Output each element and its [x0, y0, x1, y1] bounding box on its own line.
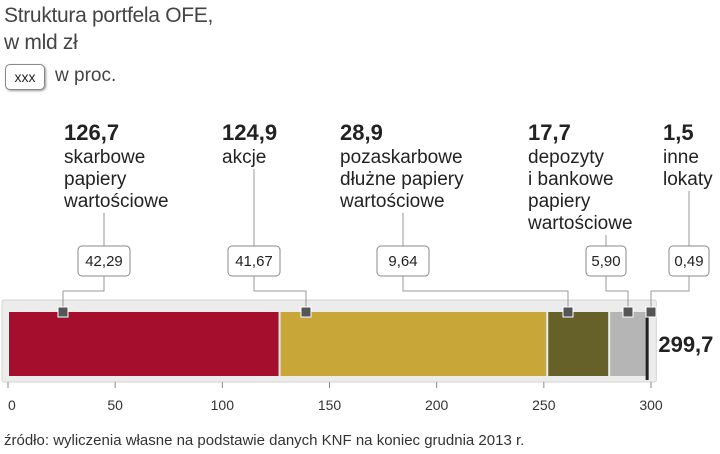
- segment-marker-1: [57, 306, 69, 318]
- segment-label-1-line-2: papiery: [64, 169, 127, 190]
- segment-value-1: 126,7: [64, 120, 119, 145]
- percent-label-4: 5,90: [591, 253, 620, 270]
- segment-marker-4: [622, 306, 634, 318]
- total-value: 299,7: [658, 332, 713, 357]
- bar-segment-5: [645, 308, 649, 380]
- x-tick-label-50: 50: [107, 397, 123, 413]
- chart-title-line-1: Struktura portfela OFE,: [4, 4, 214, 27]
- leader-bottom-5: [650, 276, 690, 312]
- leader-bottom-1: [62, 276, 105, 312]
- segment-marker-2: [300, 306, 312, 318]
- legend-percent-box: xxx: [5, 64, 45, 90]
- percent-box-1: [77, 245, 131, 277]
- percent-label-2: 41,67: [235, 253, 273, 270]
- chart-title-line-2: w mld zł: [4, 31, 78, 54]
- bar-segment-4: [610, 312, 647, 376]
- x-tick-label-200: 200: [425, 397, 449, 413]
- leader-bottom-3: [402, 276, 569, 312]
- segment-label-4-line-3: papiery: [528, 191, 591, 212]
- percent-box-4: [585, 245, 627, 277]
- segment-value-4: 17,7: [528, 120, 571, 145]
- segment-label-3-line-1: pozaskarbowe: [340, 147, 463, 168]
- segment-label-4-line-2: i bankowe: [528, 169, 614, 190]
- segment-label-1-line-3: wartościowe: [63, 191, 169, 212]
- segment-marker-3: [562, 306, 574, 318]
- x-tick-label-300: 300: [639, 397, 663, 413]
- segment-label-4-line-1: depozyty: [528, 147, 605, 168]
- segment-label-2-line-1: akcje: [222, 147, 266, 168]
- segment-label-1-line-1: skarbowe: [64, 147, 145, 168]
- percent-label-1: 42,29: [85, 253, 123, 270]
- x-tick-label-150: 150: [318, 397, 342, 413]
- segment-value-2: 124,9: [222, 120, 277, 145]
- percent-box-2: [227, 245, 281, 277]
- leader-bottom-2: [253, 276, 307, 312]
- percent-box-5: [668, 245, 710, 277]
- bar-segment-2: [280, 312, 547, 376]
- x-tick-label-100: 100: [211, 397, 235, 413]
- x-tick-label-0: 0: [8, 397, 16, 413]
- x-tick-label-250: 250: [532, 397, 556, 413]
- chart-title: Struktura portfela OFE, w mld zł: [4, 2, 213, 56]
- legend-text: w proc.: [55, 65, 117, 86]
- percent-label-3: 9,64: [388, 253, 417, 270]
- leader-bottom-4: [605, 276, 629, 312]
- segment-label-4-line-4: wartościowe: [527, 213, 633, 234]
- segment-value-3: 28,9: [340, 120, 383, 145]
- percent-box-3: [376, 245, 430, 277]
- segment-label-3-line-3: wartościowe: [339, 191, 445, 212]
- bar-segment-3: [548, 312, 609, 376]
- segment-value-5: 1,5: [663, 120, 694, 145]
- percent-label-5: 0,49: [674, 253, 703, 270]
- source-note: źródło: wyliczenia własne na podstawie d…: [4, 432, 525, 449]
- bar-segment-1: [9, 312, 279, 376]
- segment-marker-5: [645, 306, 657, 318]
- segment-label-5-line-2: lokaty: [663, 169, 713, 190]
- segment-label-5-line-1: inne: [663, 147, 699, 168]
- segment-label-3-line-2: dłużne papiery: [340, 169, 464, 190]
